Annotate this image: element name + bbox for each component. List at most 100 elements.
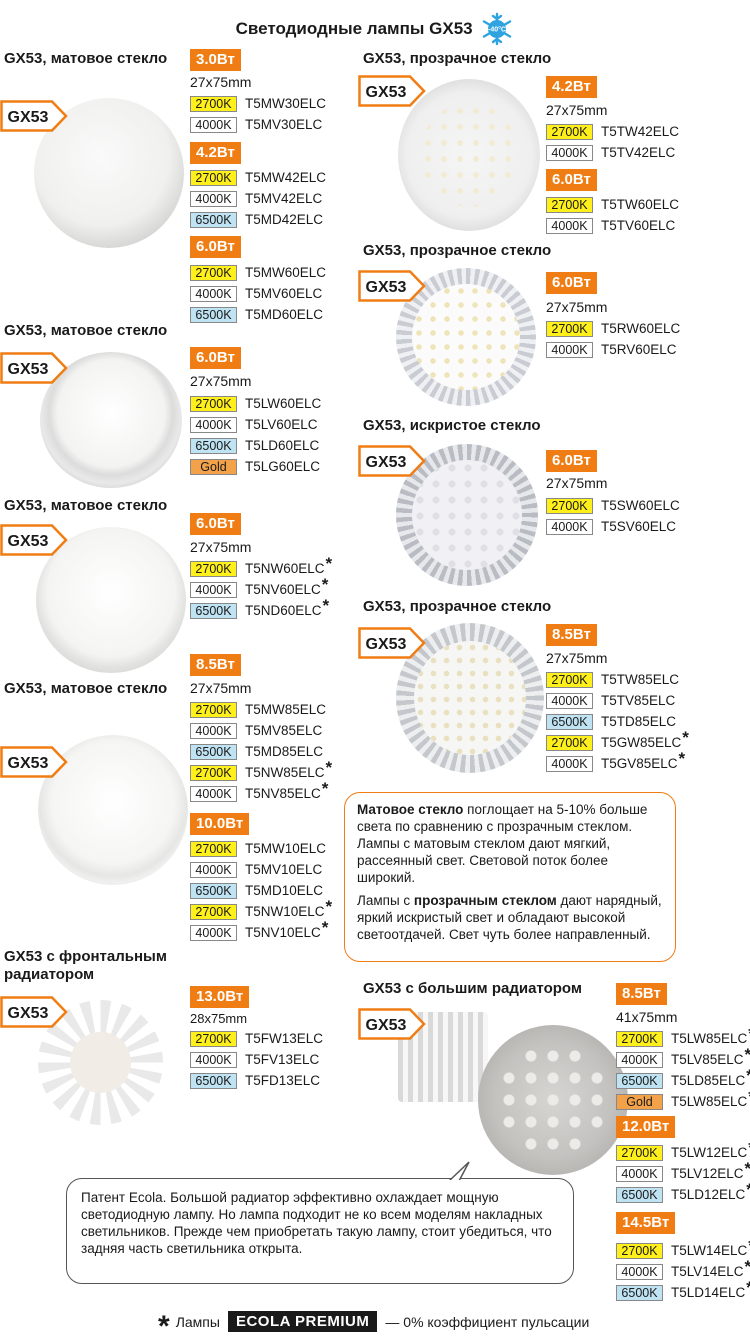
variant-row: 2700K T5NW60ELC * [190, 554, 332, 579]
color-temp-chip: 4000K [546, 341, 593, 358]
wattage-badge: 12.0Вт [616, 1116, 676, 1138]
color-temp-chip: 2700K [546, 734, 593, 751]
product-code: T5LW60ELC [245, 396, 322, 411]
product-code: T5NW85ELC [245, 765, 325, 780]
color-temp-chip: 2700K [190, 95, 237, 112]
variant-row: 4000K T5MV30ELC [190, 114, 326, 135]
variant-list: 2700K T5FW13ELC 4000K T5FV13ELC 6500K T5FD1… [190, 1028, 323, 1091]
section-title: GX53, прозрачное стекло [363, 242, 552, 259]
premium-star: * [746, 1180, 750, 1200]
variant-row: 2700K T5MW60ELC [190, 262, 326, 283]
product-code: T5LD85ELC [671, 1073, 746, 1088]
variant-row: 2700K T5MW85ELC [190, 699, 332, 720]
product-code: T5FW13ELC [245, 1031, 324, 1046]
color-temp-chip: 4000K [546, 144, 593, 161]
gx53-badge: GX53 [358, 627, 426, 659]
color-temp-chip: Gold [616, 1093, 663, 1110]
wattage-badge: 3.0Вт [190, 49, 241, 71]
product-code: T5FD13ELC [245, 1073, 321, 1088]
color-temp-chip: 2700K [546, 196, 593, 213]
variant-row: 2700K T5RW60ELC [546, 318, 680, 339]
product-code: T5MD10ELC [245, 883, 324, 898]
product-code: T5GV85ELC [601, 756, 678, 771]
product-code: T5LV60ELC [245, 417, 318, 432]
product-code: T5LW85ELC [671, 1031, 748, 1046]
note-matte-text: поглощает на 5-10% больше света по сравн… [357, 802, 648, 885]
premium-star: * [321, 917, 329, 937]
premium-star: * [321, 778, 329, 798]
color-temp-chip: 4000K [546, 518, 593, 535]
premium-star: * [746, 1278, 750, 1298]
product-code: T5MV85ELC [245, 723, 323, 738]
variant-row: 6500K T5TD85ELC [546, 711, 689, 732]
color-temp-chip: 4000K [190, 116, 237, 133]
color-temp-chip: 6500K [190, 211, 237, 228]
variant-row: 2700K T5MW30ELC [190, 93, 326, 114]
led-grid [420, 103, 518, 207]
variant-row: 4000K T5FV13ELC [190, 1049, 323, 1070]
variant-row: 4000K T5NV10ELC * [190, 918, 332, 943]
variant-row: 4000K T5LV14ELC* [616, 1257, 750, 1282]
section-title: GX53 с большим радиатором [363, 980, 582, 997]
product-code: T5SV60ELC [601, 519, 677, 534]
color-temp-chip: 2700K [190, 840, 237, 857]
product-code: T5RV60ELC [601, 342, 677, 357]
variant-list: 2700K T5MW10ELC 4000K T5MV10ELC 6500K T5MD1… [190, 838, 332, 943]
color-temp-chip: 2700K [190, 1030, 237, 1047]
note-clear-pre: Лампы с [357, 893, 414, 908]
variant-row: 2700K T5GW85ELC * [546, 728, 689, 753]
gx53-badge: GX53 [358, 270, 426, 302]
variant-row: 6500K T5LD60ELC [190, 435, 321, 456]
lamp-image [398, 79, 540, 231]
premium-star: * [748, 1024, 750, 1044]
lamp-image [396, 444, 538, 586]
lamp-image [36, 527, 186, 673]
variant-row: 2700K T5LW12ELC* [616, 1138, 750, 1163]
footer-legend: * Лампы ECOLA PREMIUM — 0% коэффициент п… [158, 1311, 589, 1341]
color-temp-chip: 6500K [616, 1284, 663, 1301]
page-title-text: Светодиодные лампы GX53 [235, 19, 473, 38]
variant-list: 2700K T5TW85ELC 4000K T5TV85ELC 6500K T5TD8… [546, 669, 689, 774]
product-code: T5MW10ELC [245, 841, 327, 856]
product-code: T5MV10ELC [245, 862, 323, 877]
wattage-badge: 8.5Вт [190, 654, 241, 676]
premium-star: * [748, 1087, 750, 1107]
color-temp-chip: 6500K [546, 713, 593, 730]
note-matte-bold: Матовое стекло [357, 802, 464, 817]
section-title: GX53, матовое стекло [4, 497, 168, 514]
gx53-badge-label: GX53 [366, 1017, 407, 1034]
product-code: T5MD42ELC [245, 212, 324, 227]
dimensions-label: 41x75mm [616, 1009, 678, 1025]
wattage-badge: 6.0Вт [546, 272, 597, 294]
dimensions-label: 27x75mm [190, 539, 252, 555]
color-temp-chip: 2700K [616, 1144, 663, 1161]
variant-row: 4000K T5MV42ELC [190, 188, 326, 209]
color-temp-chip: 2700K [190, 764, 237, 781]
dimensions-label: 27x75mm [546, 650, 608, 666]
variant-row: 4000K T5MV85ELC [190, 720, 332, 741]
product-code: T5MD85ELC [245, 744, 324, 759]
product-code: T5MW42ELC [245, 170, 327, 185]
product-code: T5MV42ELC [245, 191, 323, 206]
product-code: T5MV60ELC [245, 286, 323, 301]
product-code: T5LW85ELC [671, 1094, 748, 1109]
gx53-badge-label: GX53 [366, 279, 407, 296]
variant-row: 2700K T5FW13ELC [190, 1028, 323, 1049]
variant-list: 2700K T5TW60ELC 4000K T5TV60ELC [546, 194, 679, 236]
variant-row: 6500K T5FD13ELC [190, 1070, 323, 1091]
dimensions-label: 27x75mm [546, 102, 608, 118]
section-title: GX53 с фронтальным радиатором [4, 948, 167, 983]
premium-star: * [682, 727, 689, 747]
color-temp-chip: 2700K [190, 169, 237, 186]
product-code: T5TD85ELC [601, 714, 677, 729]
product-code: T5SW60ELC [601, 498, 680, 513]
gx53-badge: GX53 [0, 524, 68, 556]
variant-row: 4000K T5TV42ELC [546, 142, 679, 163]
product-code: T5NV85ELC [245, 786, 321, 801]
product-code: T5MW30ELC [245, 96, 327, 111]
product-code: T5LV85ELC [671, 1052, 744, 1067]
note-matte-paragraph: Матовое стекло поглощает на 5-10% больше… [357, 801, 663, 886]
product-code: T5ND60ELC [245, 603, 322, 618]
variant-list: 2700K T5TW42ELC 4000K T5TV42ELC [546, 121, 679, 163]
color-temp-chip: 2700K [616, 1242, 663, 1259]
